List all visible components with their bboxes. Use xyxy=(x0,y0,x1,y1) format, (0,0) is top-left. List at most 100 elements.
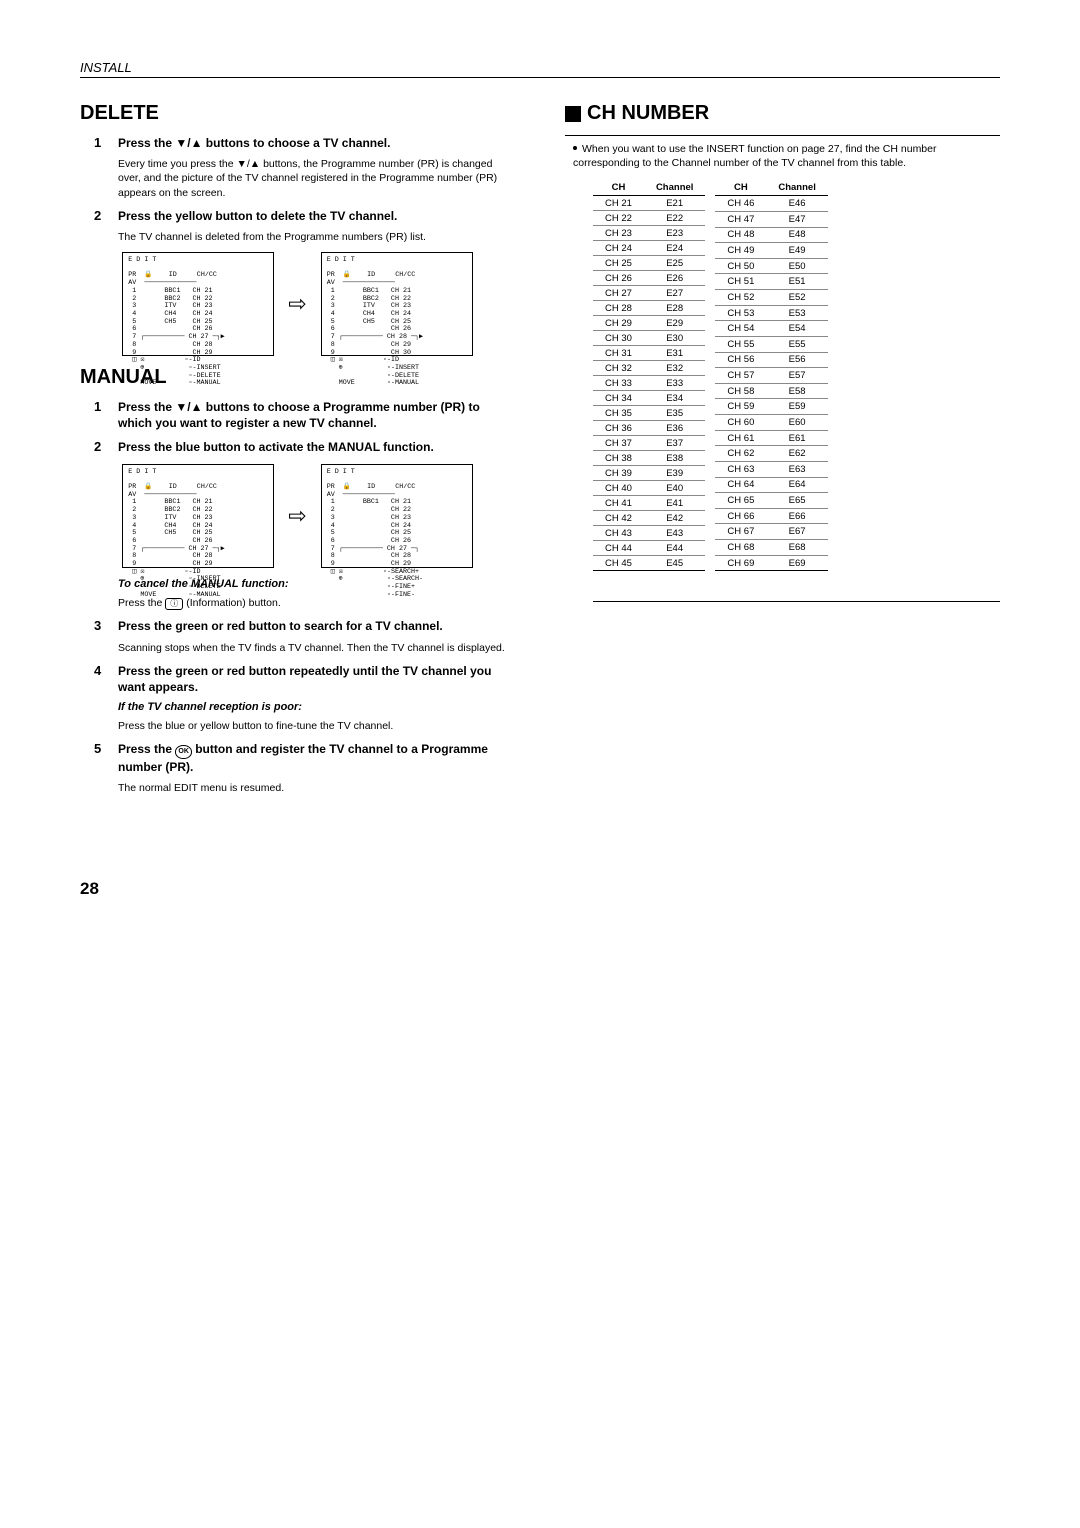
cell-ch: CH 56 xyxy=(715,352,766,368)
table-row: CH 65E65 xyxy=(715,493,827,509)
cell-channel: E47 xyxy=(766,211,827,227)
table-header-ch: CH xyxy=(593,180,644,196)
cell-ch: CH 58 xyxy=(715,383,766,399)
table-row: CH 46E46 xyxy=(715,196,827,212)
cell-ch: CH 26 xyxy=(593,271,644,286)
cell-ch: CH 52 xyxy=(715,290,766,306)
cell-ch: CH 43 xyxy=(593,526,644,541)
table-row: CH 48E48 xyxy=(715,227,827,243)
table-row: CH 30E30 xyxy=(593,331,705,346)
cell-ch: CH 30 xyxy=(593,331,644,346)
cell-ch: CH 62 xyxy=(715,446,766,462)
table-row: CH 56E56 xyxy=(715,352,827,368)
cell-ch: CH 36 xyxy=(593,421,644,436)
table-row: CH 49E49 xyxy=(715,243,827,259)
arrow-right-icon: ⇨ xyxy=(288,503,306,529)
cell-channel: E63 xyxy=(766,461,827,477)
step-title: Press the yellow button to delete the TV… xyxy=(118,208,515,224)
cell-channel: E21 xyxy=(644,196,705,211)
cell-ch: CH 31 xyxy=(593,346,644,361)
cell-channel: E36 xyxy=(644,421,705,436)
cell-channel: E39 xyxy=(644,466,705,481)
table-row: CH 23E23 xyxy=(593,226,705,241)
table-row: CH 29E29 xyxy=(593,316,705,331)
table-row: CH 55E55 xyxy=(715,336,827,352)
cell-ch: CH 65 xyxy=(715,493,766,509)
step-number: 3 xyxy=(94,618,108,654)
table-row: CH 28E28 xyxy=(593,301,705,316)
cell-ch: CH 67 xyxy=(715,524,766,540)
table-header-ch: CH xyxy=(715,180,766,196)
table-row: CH 53E53 xyxy=(715,305,827,321)
cell-channel: E62 xyxy=(766,446,827,462)
edit-diagram-pair: E D I T PR 🔒 ID CH/CC AV ───────────── 1… xyxy=(80,252,515,356)
table-row: CH 27E27 xyxy=(593,286,705,301)
cell-ch: CH 23 xyxy=(593,226,644,241)
step-text: The TV channel is deleted from the Progr… xyxy=(118,230,515,244)
table-row: CH 22E22 xyxy=(593,211,705,226)
cell-channel: E57 xyxy=(766,368,827,384)
square-icon xyxy=(565,106,581,122)
cell-channel: E40 xyxy=(644,481,705,496)
delete-heading: DELETE xyxy=(80,102,515,125)
cell-ch: CH 29 xyxy=(593,316,644,331)
table-row: CH 63E63 xyxy=(715,461,827,477)
cell-ch: CH 38 xyxy=(593,451,644,466)
cell-channel: E64 xyxy=(766,477,827,493)
cell-ch: CH 51 xyxy=(715,274,766,290)
table-row: CH 64E64 xyxy=(715,477,827,493)
cell-channel: E67 xyxy=(766,524,827,540)
cell-ch: CH 48 xyxy=(715,227,766,243)
cell-channel: E69 xyxy=(766,555,827,571)
cell-channel: E23 xyxy=(644,226,705,241)
cell-ch: CH 27 xyxy=(593,286,644,301)
table-row: CH 26E26 xyxy=(593,271,705,286)
cell-channel: E29 xyxy=(644,316,705,331)
table-header-channel: Channel xyxy=(644,180,705,196)
cell-ch: CH 63 xyxy=(715,461,766,477)
cell-ch: CH 37 xyxy=(593,436,644,451)
cell-channel: E41 xyxy=(644,496,705,511)
table-row: CH 35E35 xyxy=(593,406,705,421)
cell-channel: E28 xyxy=(644,301,705,316)
cell-ch: CH 34 xyxy=(593,391,644,406)
cell-channel: E42 xyxy=(644,511,705,526)
edit-box-before: E D I T PR 🔒 ID CH/CC AV ───────────── 1… xyxy=(122,252,274,356)
section-header: INSTALL xyxy=(80,60,1000,78)
table-row: CH 32E32 xyxy=(593,361,705,376)
cell-channel: E55 xyxy=(766,336,827,352)
ok-button-icon: OK xyxy=(175,745,192,758)
cell-channel: E34 xyxy=(644,391,705,406)
cell-ch: CH 59 xyxy=(715,399,766,415)
cell-ch: CH 33 xyxy=(593,376,644,391)
cell-channel: E43 xyxy=(644,526,705,541)
step-title: Press the ▼/▲ buttons to choose a Progra… xyxy=(118,399,515,431)
cell-ch: CH 28 xyxy=(593,301,644,316)
step-number: 1 xyxy=(94,399,108,431)
cell-ch: CH 42 xyxy=(593,511,644,526)
cell-ch: CH 47 xyxy=(715,211,766,227)
table-row: CH 68E68 xyxy=(715,540,827,556)
table-row: CH 45E45 xyxy=(593,556,705,571)
cell-channel: E60 xyxy=(766,415,827,431)
cell-channel: E49 xyxy=(766,243,827,259)
manual-step-1: 1 Press the ▼/▲ buttons to choose a Prog… xyxy=(94,399,515,431)
table-row: CH 36E36 xyxy=(593,421,705,436)
ch-number-intro: When you want to use the INSERT function… xyxy=(573,142,1000,170)
cell-ch: CH 46 xyxy=(715,196,766,212)
table-row: CH 67E67 xyxy=(715,524,827,540)
manual-step-3: 3 Press the green or red button to searc… xyxy=(94,618,515,654)
ch-table-wrap: CH Channel CH 21E21CH 22E22CH 23E23CH 24… xyxy=(593,180,1000,571)
cell-ch: CH 41 xyxy=(593,496,644,511)
cell-channel: E61 xyxy=(766,430,827,446)
cell-channel: E68 xyxy=(766,540,827,556)
cell-channel: E32 xyxy=(644,361,705,376)
delete-step-2: 2 Press the yellow button to delete the … xyxy=(94,208,515,244)
step-number: 1 xyxy=(94,135,108,200)
page-number: 28 xyxy=(80,879,1000,899)
table-row: CH 40E40 xyxy=(593,481,705,496)
table-row: CH 58E58 xyxy=(715,383,827,399)
edit-box-after: E D I T PR 🔒 ID CH/CC AV ───────────── 1… xyxy=(321,464,473,568)
cell-channel: E46 xyxy=(766,196,827,212)
cell-ch: CH 61 xyxy=(715,430,766,446)
